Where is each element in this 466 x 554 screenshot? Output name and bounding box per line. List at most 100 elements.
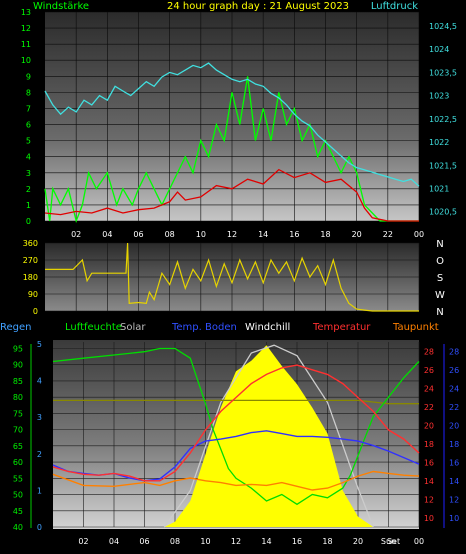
panel3-temperature-line — [52, 470, 420, 491]
panel3-x-tick: 18 — [322, 537, 332, 546]
panel3-temperatur-tick: 22 — [424, 403, 434, 412]
panel3-temperatur-tick: 18 — [424, 440, 434, 449]
panel3-regen-tick: 4 — [37, 377, 42, 386]
panel1-y-left-tick: 10 — [21, 56, 31, 65]
panel2-gridlines — [45, 242, 420, 312]
panel1-y-left-tick: 8 — [26, 88, 31, 97]
panel3-x-tick: 00 — [414, 537, 424, 546]
panel1-x-tick: 18 — [320, 230, 330, 239]
panel1-tick-labels: 02 04 06 08 10 12 14 16 18 20 22 000123456789101112… — [21, 8, 457, 239]
panel3-temperatur-tick: 24 — [424, 384, 434, 393]
panel1-x-tick: 22 — [383, 230, 393, 239]
panel1-x-tick: 00 — [414, 230, 424, 239]
panel1-right-axis-label: Luftdruck — [371, 1, 418, 12]
panel2-y-left-tick: 360 — [23, 239, 38, 248]
panel2-y-left-tick: 270 — [23, 256, 38, 265]
panel1-y-left-tick: 9 — [26, 72, 31, 81]
panel2-y-right-tick: O — [436, 256, 444, 267]
panel3-temperatur-tick: 28 — [424, 347, 434, 356]
panel2-y-right-tick: N — [436, 239, 443, 250]
panel1-x-tick: 14 — [258, 230, 268, 239]
panel3-outer-right-tick: 24 — [449, 384, 459, 393]
panel3-luftfeuchte-tick: 85 — [13, 377, 23, 386]
panel1-x-tick: 02 — [71, 230, 81, 239]
panel3-luftfeuchte-tick: 60 — [13, 458, 23, 467]
panel3-x-tick: 10 — [200, 537, 210, 546]
panel2-series-line — [45, 242, 419, 312]
panel1-title: 24 hour graph day : 21 August 2023 — [167, 1, 349, 12]
panel3-x-tick: 02 — [78, 537, 88, 546]
panel1-x-tick: 08 — [165, 230, 175, 239]
solar-max-line — [163, 344, 374, 528]
panel3-x-tick: 14 — [261, 537, 271, 546]
panel1-series-line — [44, 76, 419, 224]
panel1-y-left-tick: 4 — [26, 153, 31, 162]
panel2-y-left-tick: 180 — [23, 273, 38, 282]
panel1-y-left-tick: 6 — [26, 121, 31, 130]
panel1-series-line — [44, 168, 419, 222]
panel3-outer-right-tick: 26 — [449, 366, 459, 375]
panel1-y-left-tick: 7 — [26, 104, 31, 113]
panel3-temperatur-tick: 16 — [424, 458, 434, 467]
panel1-y-left-tick: 12 — [21, 24, 31, 33]
panel3-temperatur-tick: 12 — [424, 495, 434, 504]
panel3-x-tick-extra: Set — [387, 537, 400, 546]
panel2-y-left-tick: 90 — [28, 290, 38, 299]
panel3-outer-right-tick: 20 — [449, 421, 459, 430]
legend-temp-boden: Temp. Boden — [171, 322, 237, 333]
panel1-y-right-tick: 1024,5 — [429, 22, 457, 31]
legend-temperatur: Temperatur — [312, 322, 371, 333]
panel3-x-tick: 12 — [231, 537, 241, 546]
panel1-x-tick: 04 — [102, 230, 112, 239]
panel2-series — [45, 242, 419, 312]
panel3-luftfeuchte-tick: 50 — [13, 491, 23, 500]
panel1-y-left-tick: 5 — [26, 137, 31, 146]
panel2-y-right-tick: N — [436, 307, 443, 318]
panel3-temperatur-tick: 20 — [424, 421, 434, 430]
panel3-regen-tick: 3 — [37, 413, 42, 422]
panel1-y-right-tick: 1022,5 — [429, 115, 457, 124]
panel3-outer-right-tick: 18 — [449, 440, 459, 449]
panel3-luftfeuchte-tick: 75 — [13, 409, 23, 418]
panel3-x-tick: 16 — [292, 537, 302, 546]
panel1-y-right-tick: 1020,5 — [429, 208, 457, 217]
panel1-y-left-tick: 2 — [26, 185, 31, 194]
panel3-x-tick: 06 — [139, 537, 149, 546]
panel1-x-tick: 10 — [196, 230, 206, 239]
panel3-outer-right-tick: 10 — [449, 514, 459, 523]
panel3-luftfeuchte-tick: 55 — [13, 474, 23, 483]
panel1-y-left-tick: 3 — [26, 169, 31, 178]
panel3-x-tick: 08 — [170, 537, 180, 546]
panel3-regen-tick: 5 — [37, 340, 42, 349]
panel3-outer-right-tick: 12 — [449, 495, 459, 504]
panel3-luftfeuchte-tick: 40 — [13, 523, 23, 532]
panel1-x-tick: 06 — [133, 230, 143, 239]
panel1-y-right-tick: 1023 — [429, 92, 449, 101]
panel1-y-left-tick: 1 — [26, 201, 31, 210]
panel2-y-right-tick: S — [437, 273, 443, 284]
panel1-x-tick: 12 — [227, 230, 237, 239]
panel3-series — [52, 344, 420, 528]
panel1-y-right-tick: 1021,5 — [429, 161, 457, 170]
panel2-y-right-tick: W — [435, 290, 445, 301]
panel3-luftfeuchte-tick: 90 — [13, 361, 23, 370]
panel1-y-right-tick: 1023,5 — [429, 68, 457, 77]
panel3-luftfeuchte-tick: 80 — [13, 393, 23, 402]
panel3-outer-right-tick: 28 — [449, 347, 459, 356]
panel3-temperatur-tick: 14 — [424, 477, 434, 486]
panel3-luftfeuchte-tick: 70 — [13, 426, 23, 435]
panel3-regen-tick: 1 — [37, 486, 42, 495]
panel2-y-left-tick: 0 — [33, 307, 38, 316]
panel1-x-tick: 20 — [352, 230, 362, 239]
panel3-luftfeuchte-tick: 65 — [13, 442, 23, 451]
legend-solar: Solar — [120, 322, 146, 333]
panel3-outer-right-tick: 14 — [449, 477, 459, 486]
panel3-regen-tick: 2 — [37, 450, 42, 459]
panel3-tick-labels: 02 04 06 08 10 12 14 16 18 20 Sun 00Set404550556065… — [13, 340, 459, 546]
panel3-outer-right-tick: 22 — [449, 403, 459, 412]
legend-windchill: Windchill — [245, 322, 290, 333]
panel1-y-left-tick: 11 — [21, 40, 31, 49]
panel1-y-right-tick: 1021 — [429, 184, 449, 193]
panel3-luftfeuchte-tick: 45 — [13, 507, 23, 516]
